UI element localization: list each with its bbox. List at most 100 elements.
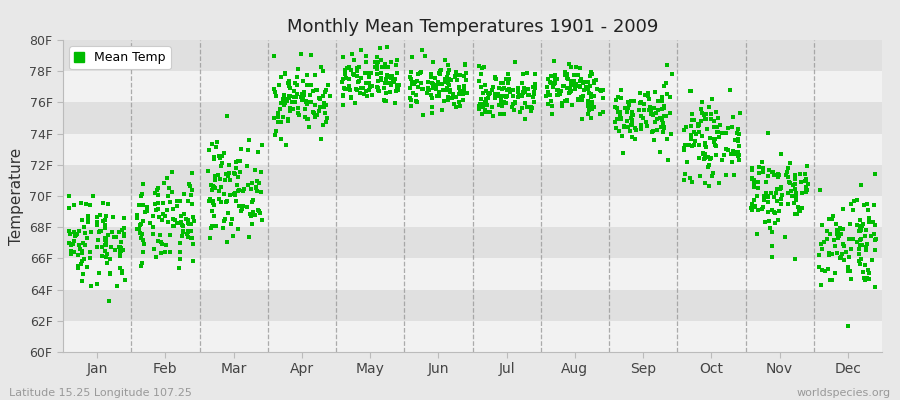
Point	[282, 83, 296, 89]
Point	[271, 110, 285, 116]
Point	[239, 163, 254, 169]
Point	[411, 84, 426, 90]
Point	[518, 100, 532, 106]
Point	[372, 88, 386, 94]
Point	[564, 82, 579, 89]
Point	[185, 234, 200, 241]
Point	[481, 90, 495, 96]
Point	[472, 78, 486, 84]
Point	[819, 228, 833, 235]
Point	[800, 163, 814, 169]
Point	[116, 225, 130, 231]
Point	[698, 151, 712, 158]
Point	[356, 84, 370, 91]
Point	[84, 229, 98, 235]
Point	[115, 268, 130, 274]
Point	[502, 89, 517, 96]
Point	[609, 124, 624, 131]
Point	[594, 88, 608, 94]
Point	[656, 113, 670, 119]
Point	[225, 233, 239, 239]
Point	[550, 86, 564, 93]
Point	[822, 251, 836, 258]
Point	[575, 93, 590, 99]
Point	[214, 199, 229, 206]
Point	[824, 230, 838, 237]
Point	[283, 104, 297, 111]
Point	[267, 52, 282, 59]
Point	[294, 51, 309, 57]
Point	[836, 243, 850, 250]
Point	[780, 190, 795, 197]
Point	[290, 82, 304, 89]
Point	[483, 90, 498, 96]
Point	[474, 71, 489, 77]
Point	[422, 87, 436, 93]
Point	[136, 218, 150, 224]
Point	[788, 256, 803, 262]
Point	[425, 80, 439, 86]
Point	[443, 87, 457, 94]
Point	[610, 105, 625, 112]
Point	[205, 141, 220, 148]
Point	[839, 249, 853, 255]
Point	[845, 207, 859, 214]
Point	[116, 246, 130, 253]
Point	[852, 223, 867, 229]
Point	[580, 86, 595, 92]
Point	[444, 77, 458, 84]
Point	[90, 218, 104, 225]
Point	[796, 190, 810, 196]
Point	[708, 141, 723, 148]
Point	[384, 80, 399, 86]
Point	[788, 186, 803, 192]
Point	[267, 86, 282, 92]
Point	[727, 151, 742, 157]
Point	[365, 83, 380, 90]
Point	[590, 86, 604, 92]
Point	[275, 114, 290, 120]
Point	[477, 101, 491, 108]
Point	[212, 188, 226, 194]
Point	[98, 236, 112, 243]
Point	[544, 98, 558, 105]
Point	[696, 151, 710, 158]
Point	[596, 87, 610, 94]
Point	[166, 223, 180, 230]
Point	[861, 270, 876, 276]
Point	[868, 236, 882, 243]
Point	[130, 212, 145, 218]
Point	[252, 208, 266, 214]
Point	[678, 146, 692, 153]
Point	[363, 84, 377, 90]
Point	[367, 63, 382, 70]
Point	[644, 107, 658, 114]
Point	[78, 201, 93, 207]
Legend: Mean Temp: Mean Temp	[69, 46, 171, 69]
Point	[683, 132, 698, 138]
Point	[590, 77, 604, 83]
Point	[154, 238, 168, 245]
Point	[155, 217, 169, 224]
Point	[214, 160, 229, 167]
Point	[296, 94, 310, 101]
Point	[205, 186, 220, 193]
Point	[229, 191, 243, 198]
Point	[627, 136, 642, 142]
Point	[580, 99, 595, 106]
Point	[614, 95, 628, 101]
Point	[268, 132, 283, 138]
Point	[103, 271, 117, 277]
Point	[563, 88, 578, 94]
Point	[224, 220, 238, 227]
Point	[539, 84, 554, 90]
Point	[97, 222, 112, 228]
Point	[832, 233, 846, 239]
Point	[699, 110, 714, 117]
Point	[558, 97, 572, 104]
Point	[707, 136, 722, 142]
Point	[426, 59, 440, 65]
Point	[859, 276, 873, 283]
Point	[576, 92, 590, 99]
Point	[571, 72, 585, 78]
